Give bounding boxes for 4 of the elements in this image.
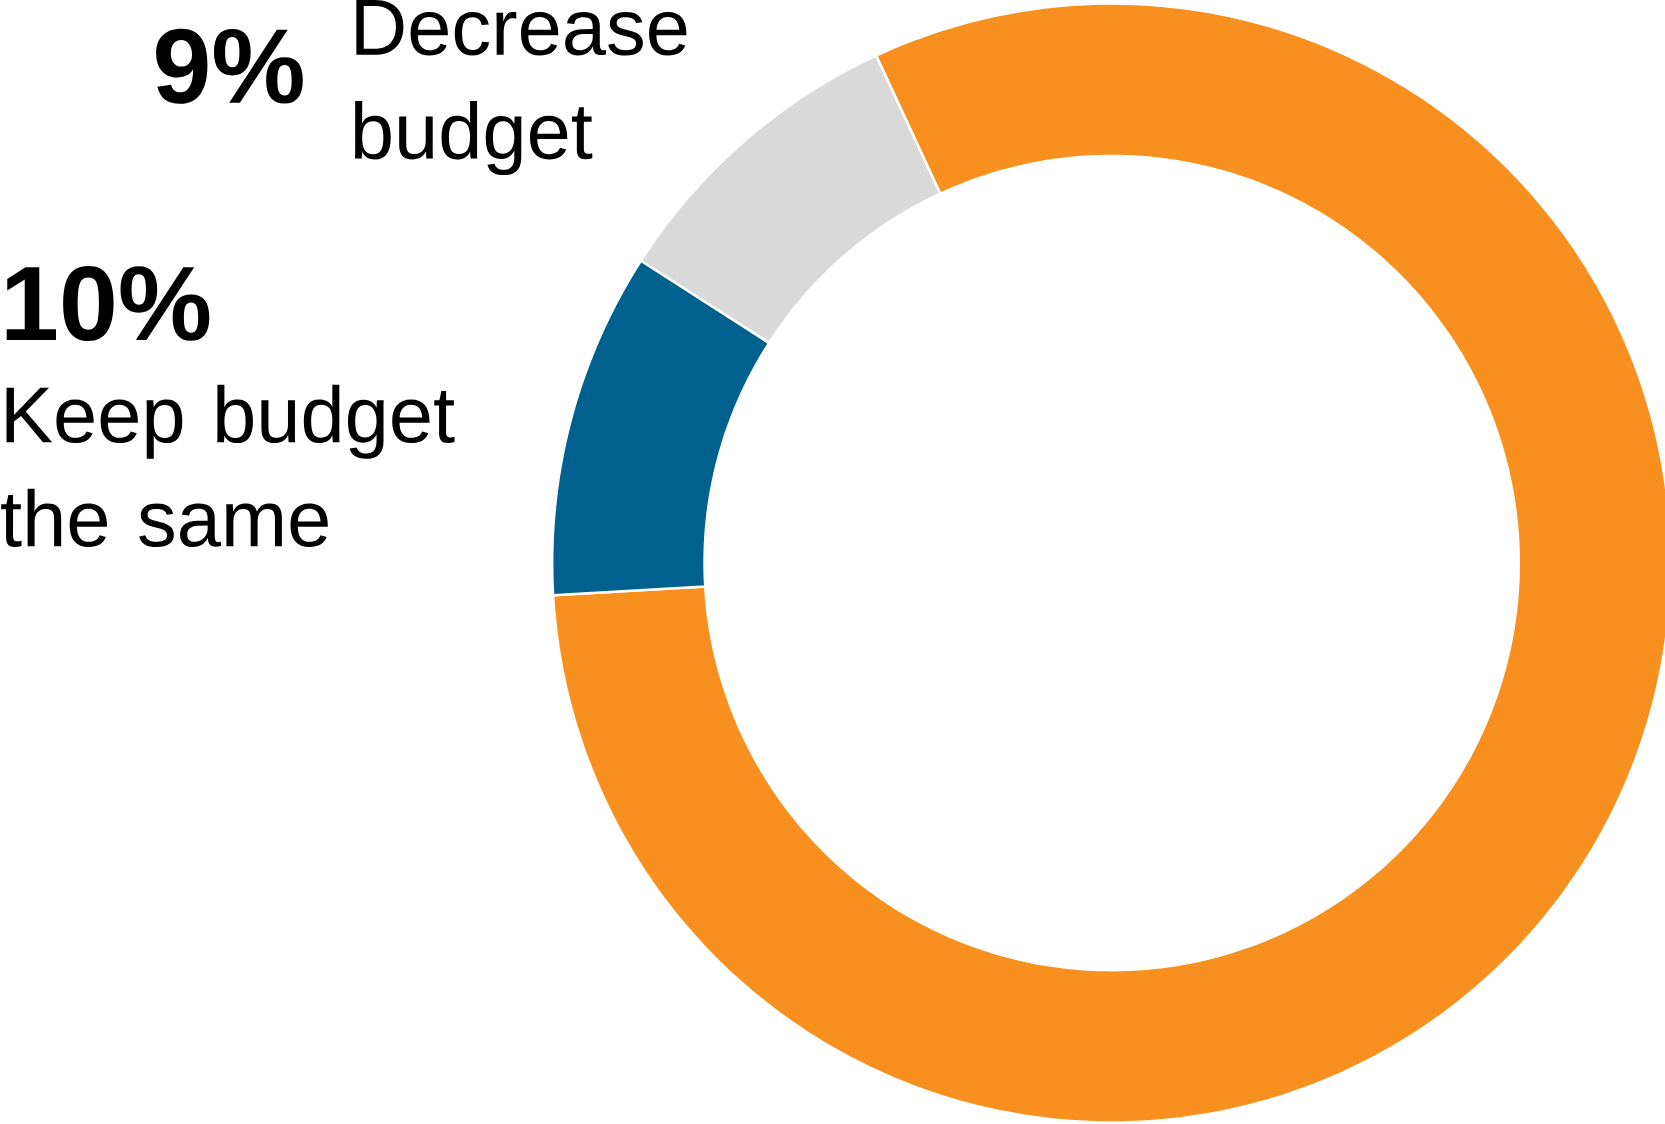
slice-label: Decrease budget [354,0,687,176]
slice-label: Keep budget the same [1,384,455,548]
data-label: 9% [156,28,303,104]
data-label: 10% [6,266,210,342]
